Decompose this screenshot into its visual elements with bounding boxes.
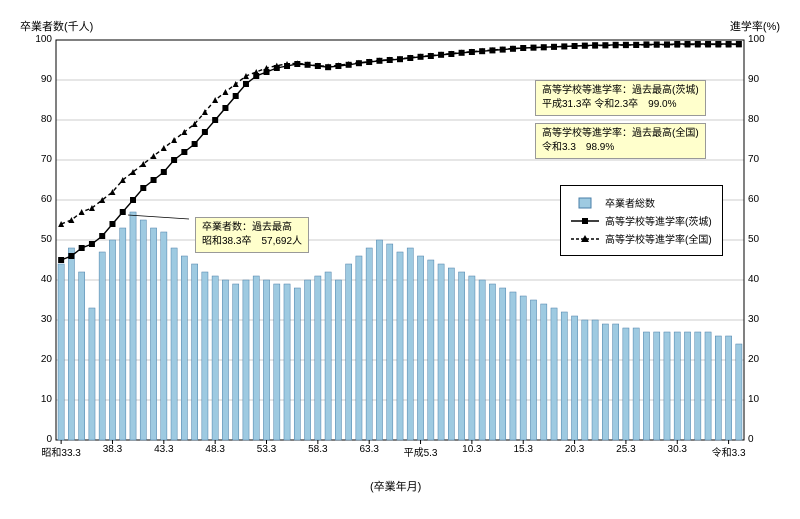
legend-item-national: 高等学校等進学率(全国) — [571, 231, 712, 246]
legend-swatch-solid — [571, 215, 599, 227]
x-tick: 25.3 — [616, 444, 635, 455]
x-tick: 10.3 — [462, 444, 481, 455]
x-tick: 53.3 — [257, 444, 276, 455]
legend: 卒業者総数 高等学校等進学率(茨城) 高等学校等進学率(全国) — [560, 185, 723, 256]
x-tick: 15.3 — [513, 444, 532, 455]
y-left-tick: 20 — [22, 354, 52, 365]
y-left-axis-label: 卒業者数(千人) — [20, 18, 93, 34]
legend-swatch-bar — [571, 197, 599, 209]
legend-label-ibaraki: 高等学校等進学率(茨城) — [605, 213, 712, 228]
x-tick: 63.3 — [359, 444, 378, 455]
x-tick: 20.3 — [565, 444, 584, 455]
x-tick: 38.3 — [103, 444, 122, 455]
y-right-tick: 20 — [748, 354, 778, 365]
legend-item-bars: 卒業者総数 — [571, 195, 712, 210]
y-left-tick: 70 — [22, 154, 52, 165]
y-left-tick: 50 — [22, 234, 52, 245]
y-right-axis-label: 進学率(%) — [730, 18, 780, 34]
y-right-tick: 80 — [748, 114, 778, 125]
legend-label-national: 高等学校等進学率(全国) — [605, 231, 712, 246]
legend-item-ibaraki: 高等学校等進学率(茨城) — [571, 213, 712, 228]
x-tick: 30.3 — [668, 444, 687, 455]
y-left-tick: 60 — [22, 194, 52, 205]
chart-container: 卒業者数(千人) 進学率(%) (卒業年月) 卒業者総数 高等学校等進学率(茨城… — [0, 0, 800, 514]
x-axis-label: (卒業年月) — [370, 478, 421, 494]
annotation: 高等学校等進学率：過去最高(全国)令和3.3 98.9% — [535, 123, 706, 159]
x-tick: 平成5.3 — [404, 444, 438, 459]
y-right-tick: 50 — [748, 234, 778, 245]
x-tick: 43.3 — [154, 444, 173, 455]
y-left-tick: 100 — [22, 34, 52, 45]
y-right-tick: 60 — [748, 194, 778, 205]
legend-label-bars: 卒業者総数 — [605, 195, 655, 210]
legend-swatch-dashed — [571, 233, 599, 245]
y-left-tick: 40 — [22, 274, 52, 285]
y-right-tick: 0 — [748, 434, 778, 445]
y-right-tick: 90 — [748, 74, 778, 85]
annotation: 高等学校等進学率：過去最高(茨城)平成31.3卒 令和2.3卒 99.0% — [535, 80, 706, 116]
y-left-tick: 80 — [22, 114, 52, 125]
y-right-tick: 70 — [748, 154, 778, 165]
y-right-tick: 100 — [748, 34, 778, 45]
y-right-tick: 10 — [748, 394, 778, 405]
y-left-tick: 90 — [22, 74, 52, 85]
annotation: 卒業者数：過去最高昭和38.3卒 57,692人 — [195, 217, 309, 253]
y-left-tick: 10 — [22, 394, 52, 405]
x-tick: 令和3.3 — [712, 444, 746, 459]
x-tick: 48.3 — [205, 444, 224, 455]
x-tick: 58.3 — [308, 444, 327, 455]
y-right-tick: 30 — [748, 314, 778, 325]
chart-svg — [0, 0, 800, 514]
y-left-tick: 30 — [22, 314, 52, 325]
x-tick: 昭和33.3 — [41, 444, 80, 459]
y-right-tick: 40 — [748, 274, 778, 285]
